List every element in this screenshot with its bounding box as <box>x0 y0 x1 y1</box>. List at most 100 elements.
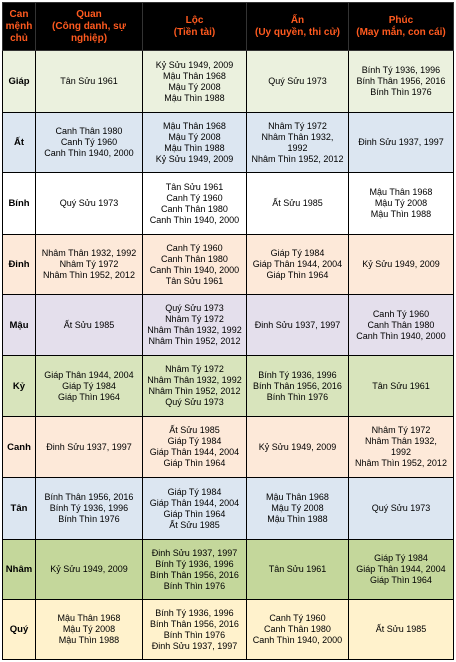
an-cell: Nhâm Tý 1972 Nhâm Thân 1932, 1992 Nhâm Thìn… <box>246 112 349 173</box>
cell-line: Ất Sửu 1985 <box>375 624 427 634</box>
quan-cell: Tân Sửu 1961 <box>35 50 143 113</box>
cell-line: Giáp Tý 1984 <box>167 486 222 497</box>
cell-line: Bính Thìn 1976 <box>163 629 226 640</box>
cell-line: Mậu Tý 2008 <box>62 624 116 634</box>
can-cell: Đinh <box>2 234 36 295</box>
cell-line: Nhâm Thìn 1952, 2012 <box>355 458 447 468</box>
can-cell: Tân <box>2 477 36 540</box>
cell-line: Kỷ Sửu 1949, 2009 <box>50 564 128 574</box>
can-cell: Kỷ <box>2 355 36 417</box>
cell-line: Giáp Thân 1944, 2004 <box>252 259 343 269</box>
cell-line: Bính Thìn 1976 <box>58 514 120 524</box>
quan-cell: Quý Sửu 1973 <box>35 172 143 235</box>
quan-cell: Giáp Thân 1944, 2004 Giáp Tý 1984 Giáp Thì… <box>35 355 143 417</box>
cell-line: Tân Sửu 1961 <box>165 181 224 192</box>
can-cell: Giáp <box>2 50 36 113</box>
cell-line: Bính Thân 1956, 2016 <box>253 380 342 391</box>
an-cell: Giáp Tý 1984 Giáp Thân 1944, 2004 Giáp Thì… <box>246 234 349 295</box>
header-line: Quan <box>76 8 102 20</box>
an-cell: Kỷ Sửu 1949, 2009 <box>246 416 349 478</box>
cell-line: Mậu Tý 2008 <box>168 131 221 142</box>
an-cell: Ất Sửu 1985 <box>246 172 349 235</box>
can-cell: Bính <box>2 172 36 235</box>
cell-line: Mậu Thân 1968 <box>163 120 226 131</box>
phuc-cell: Kỷ Sửu 1949, 2009 <box>348 234 454 295</box>
cell-line: Giáp Thân 1944, 2004 <box>149 497 240 508</box>
cell-line: Quý Sửu 1973 <box>268 76 327 86</box>
header-line: Ấn <box>290 14 305 26</box>
cell-line: Canh Thìn 1940, 2000 <box>44 148 134 158</box>
quan-cell: Ất Sửu 1985 <box>35 294 143 356</box>
cell-line: Canh Tý 1960 <box>166 192 223 203</box>
loc-cell: Đinh Sửu 1937, 1997 Bính Tý 1936, 1996 Bín… <box>142 539 247 600</box>
cell-line: Bính Thân 1956, 2016 <box>44 492 134 502</box>
cell-line: Bính Tý 1936, 1996 <box>155 607 234 618</box>
cell-line: Giáp Thân 1944, 2004 <box>356 564 446 574</box>
cell-line: Đinh Sửu 1937, 1997 <box>358 137 444 147</box>
cell-line: Nhâm Thìn 1952, 2012 <box>148 336 241 346</box>
header-phuc: Phúc (May mắn, con cái) <box>348 2 454 51</box>
cell-line: Nhâm Tý 1972 <box>165 314 224 324</box>
cell-line: Quý Sửu 1973 <box>165 397 224 407</box>
table-row: Bính Quý Sửu 1973 Tân Sửu 1961 Canh Tý 1960… <box>2 172 454 235</box>
quan-cell: Mậu Thân 1968 Mậu Tý 2008 Mậu Thìn 1988 <box>35 599 143 660</box>
cell-line: Kỷ Sửu 1949, 2009 <box>258 441 337 452</box>
cell-line: Canh Tý 1960 <box>60 137 118 147</box>
header-line: Can <box>9 8 29 20</box>
cell-line: Nhâm Thân 1932, 1992 <box>147 375 242 385</box>
cell-line: Bính Tý 1936, 1996 <box>49 503 129 513</box>
loc-cell: Canh Tý 1960 Canh Thân 1980 Canh Thìn 1940… <box>142 234 247 295</box>
cell-line: Canh Thìn 1940, 2000 <box>149 214 240 225</box>
cell-line: Đinh Sửu 1937, 1997 <box>46 441 132 452</box>
cell-line: Giáp Thìn 1964 <box>163 508 226 519</box>
cell-line: Mậu Thìn 1988 <box>58 635 120 645</box>
cell-line: Giáp Thìn 1964 <box>370 575 432 585</box>
cell-line: Nhâm Thìn 1952, 2012 <box>148 386 241 396</box>
cell-line: Nhâm Thân 1932, <box>261 131 334 142</box>
cell-line: Giáp Thân 1944, 2004 <box>44 369 134 380</box>
cell-line: Nhâm Thân 1932, <box>365 436 437 446</box>
header-line: (Công danh, sự <box>52 20 126 32</box>
loc-cell: Giáp Tý 1984 Giáp Thân 1944, 2004 Giáp Thì… <box>142 477 247 540</box>
cell-line: Canh Thìn 1940, 2000 <box>356 330 446 341</box>
quan-cell: Kỷ Sửu 1949, 2009 <box>35 539 143 600</box>
cell-line: Đinh Sửu 1937, 1997 <box>151 547 238 558</box>
quan-cell: Canh Thân 1980 Canh Tý 1960 Canh Thìn 1940… <box>35 112 143 173</box>
cell-line: Mậu Thân 1968 <box>163 70 226 81</box>
cell-line: Mậu Thân 1968 <box>369 187 433 197</box>
phuc-cell: Tân Sửu 1961 <box>348 355 454 417</box>
cell-line: Quý Sửu 1973 <box>165 303 224 313</box>
can-cell: Nhâm <box>2 539 36 600</box>
cell-line: Giáp Tý 1984 <box>270 248 325 258</box>
cell-line: Đinh Sửu 1937, 1997 <box>254 319 341 330</box>
loc-cell: Ất Sửu 1985 Giáp Tý 1984 Giáp Thân 1944, 2… <box>142 416 247 478</box>
loc-cell: Tân Sửu 1961 Canh Tý 1960 Canh Thân 1980 Ca… <box>142 172 247 235</box>
cell-line: Kỷ Sửu 1949, 2009 <box>155 59 234 70</box>
header-line: (Uy quyền, thi cử) <box>254 26 341 38</box>
can-cell: Canh <box>2 416 36 478</box>
header-loc: Lộc (Tiền tài) <box>142 2 247 51</box>
header-quan: Quan (Công danh, sự nghiệp) <box>35 2 143 51</box>
table-row: Mậu Ất Sửu 1985 Quý Sửu 1973 Nhâm Tý 1972 Nh… <box>2 294 454 356</box>
table-row: Tân Bính Thân 1956, 2016 Bính Tý 1936, 199… <box>2 477 454 540</box>
quan-cell: Đinh Sửu 1937, 1997 <box>35 416 143 478</box>
cell-line: Nhâm Tý 1972 <box>268 120 327 131</box>
cell-line: Mậu Thân 1968 <box>266 492 329 502</box>
an-cell: Quý Sửu 1973 <box>246 50 349 113</box>
cell-line: Tân Sửu 1961 <box>268 564 327 574</box>
phuc-cell: Giáp Tý 1984 Giáp Thân 1944, 2004 Giáp Thì… <box>348 539 454 600</box>
cell-line: Ất Sửu 1985 <box>169 425 220 435</box>
cell-line: 1992 <box>287 142 308 153</box>
can-cell: Mậu <box>2 294 36 356</box>
table-row: Giáp Tân Sửu 1961 Kỷ Sửu 1949, 2009 Mậu Thâ… <box>2 50 454 113</box>
cell-line: Bính Thân 1956, 2016 <box>356 76 446 86</box>
an-cell: Bính Tý 1936, 1996 Bính Thân 1956, 2016 Bí… <box>246 355 349 417</box>
an-cell: Canh Tý 1960 Canh Thân 1980 Canh Thìn 1940… <box>246 599 349 660</box>
cell-line: Nhâm Thân 1932, 1992 <box>41 248 137 258</box>
header-line: Phúc <box>388 14 414 26</box>
cell-line: 1992 <box>390 447 412 457</box>
table-row: Canh Đinh Sửu 1937, 1997 Ất Sửu 1985 Giáp T… <box>2 416 454 478</box>
cell-line: Canh Thân 1980 <box>264 624 331 634</box>
cell-line: Bính Tý 1936, 1996 <box>258 369 337 380</box>
cell-line: Tân Sửu 1961 <box>60 76 118 86</box>
